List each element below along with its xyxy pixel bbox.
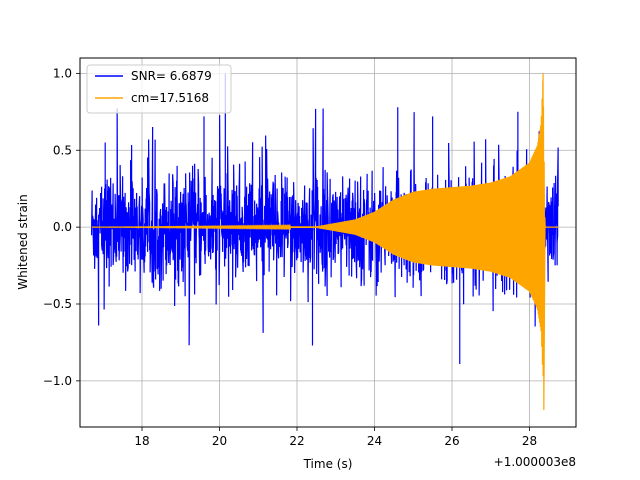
ticks: 18 20 22 24 26 28 −1.0 −0.5 0.0 0.5 1.0 <box>43 66 537 448</box>
plot-frame <box>79 57 577 428</box>
x-axis-label: Time (s) <box>303 457 353 471</box>
x-tick-label: 20 <box>212 434 227 448</box>
series-layer <box>91 73 559 411</box>
y-tick-label: −0.5 <box>43 297 72 311</box>
y-tick-label: −1.0 <box>43 374 72 388</box>
x-tick-label: 26 <box>444 434 459 448</box>
y-tick-label: 1.0 <box>53 66 72 80</box>
series-line-cm <box>91 73 559 411</box>
legend-label-snr: SNR= 6.6879 <box>131 69 212 83</box>
y-axis-label: Whitened strain <box>16 194 30 290</box>
x-tick-label: 24 <box>367 434 382 448</box>
x-tick-label: 22 <box>289 434 304 448</box>
y-tick-label: 0.5 <box>53 143 72 157</box>
x-tick-label: 18 <box>134 434 149 448</box>
x-offset-label: +1.000003e8 <box>494 455 576 469</box>
y-tick-label: 0.0 <box>53 220 72 234</box>
series-line-snr <box>91 73 559 364</box>
legend-box <box>86 64 232 114</box>
legend: SNR= 6.6879 cm=17.5168 <box>86 64 232 114</box>
legend-label-cm: cm=17.5168 <box>131 91 209 105</box>
x-tick-label: 28 <box>522 434 537 448</box>
